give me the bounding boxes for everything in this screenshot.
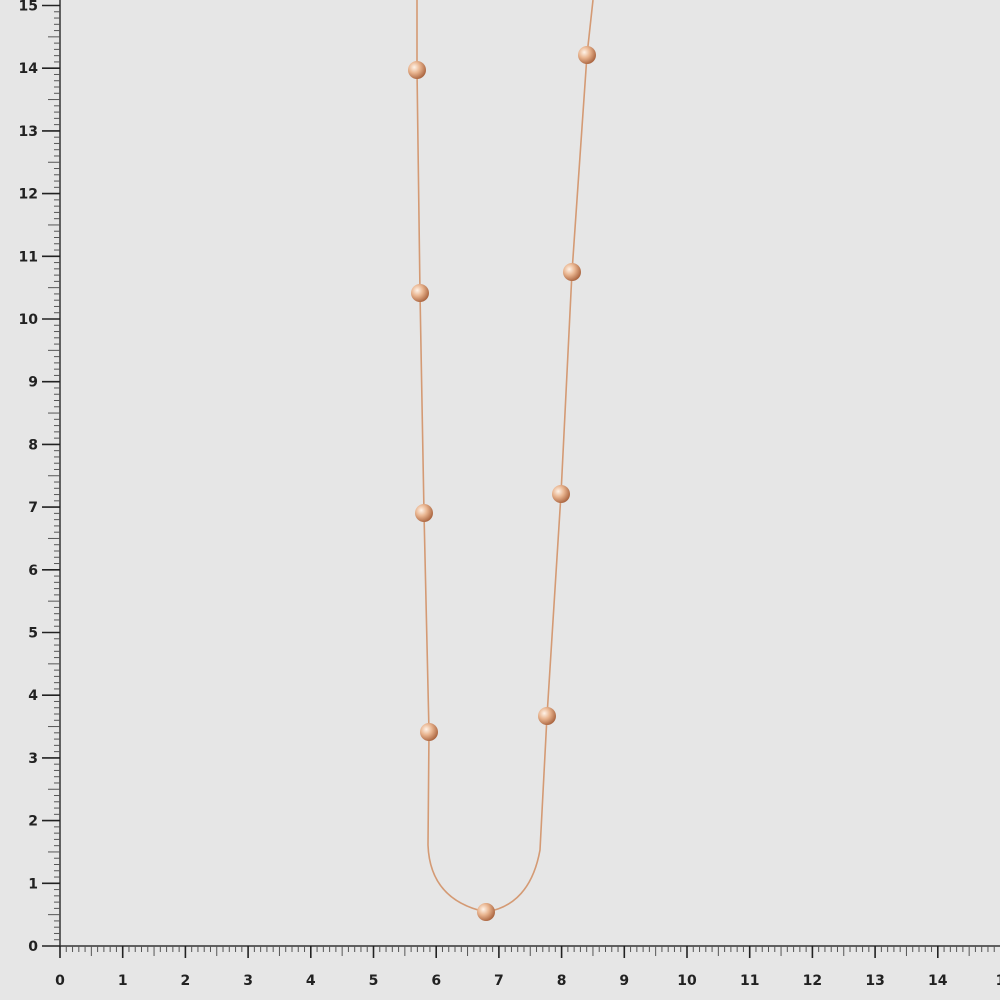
ruler-label: 9 <box>619 973 629 989</box>
ruler-label: 1 <box>28 876 38 892</box>
ruler-label: 10 <box>19 312 39 328</box>
ruler-label: 2 <box>28 814 38 830</box>
ruler-label: 1 <box>996 973 1000 989</box>
ruler-label: 15 <box>19 0 38 15</box>
ruler-label: 14 <box>19 61 39 77</box>
ruler-label: 7 <box>28 500 38 516</box>
ruler-label: 7 <box>494 973 504 989</box>
ruler-label: 1 <box>118 973 128 989</box>
ruler-label: 10 <box>677 973 697 989</box>
ruler-label: 5 <box>28 626 38 642</box>
ruler-label: 13 <box>19 124 38 140</box>
ruler-label: 8 <box>28 437 38 453</box>
ruler-label: 4 <box>28 688 38 704</box>
ruler-label: 12 <box>19 187 38 203</box>
ruler-label: 5 <box>369 973 379 989</box>
bead <box>578 46 596 64</box>
bead <box>563 263 581 281</box>
bead <box>552 485 570 503</box>
necklace-chain <box>416 0 594 913</box>
ruler-label: 13 <box>865 973 884 989</box>
ruler-label: 8 <box>557 973 567 989</box>
ruler-label: 14 <box>928 973 948 989</box>
ruler-label: 12 <box>803 973 822 989</box>
bead <box>415 504 433 522</box>
ruler-label: 0 <box>28 939 38 955</box>
bead <box>408 61 426 79</box>
bead <box>411 284 429 302</box>
ruler-label: 11 <box>19 249 38 265</box>
ruler-label: 11 <box>740 973 759 989</box>
ruler-label: 9 <box>28 375 38 391</box>
bead <box>538 707 556 725</box>
bead <box>477 903 495 921</box>
ruler-label: 3 <box>243 973 253 989</box>
ruler-label: 3 <box>28 751 38 767</box>
ruler-label: 6 <box>28 563 38 579</box>
ruler-label: 4 <box>306 973 316 989</box>
ruler-label: 0 <box>55 973 65 989</box>
bead <box>420 723 438 741</box>
ruler-label: 6 <box>431 973 441 989</box>
necklace-beads <box>408 46 596 921</box>
ruler-label: 2 <box>181 973 191 989</box>
